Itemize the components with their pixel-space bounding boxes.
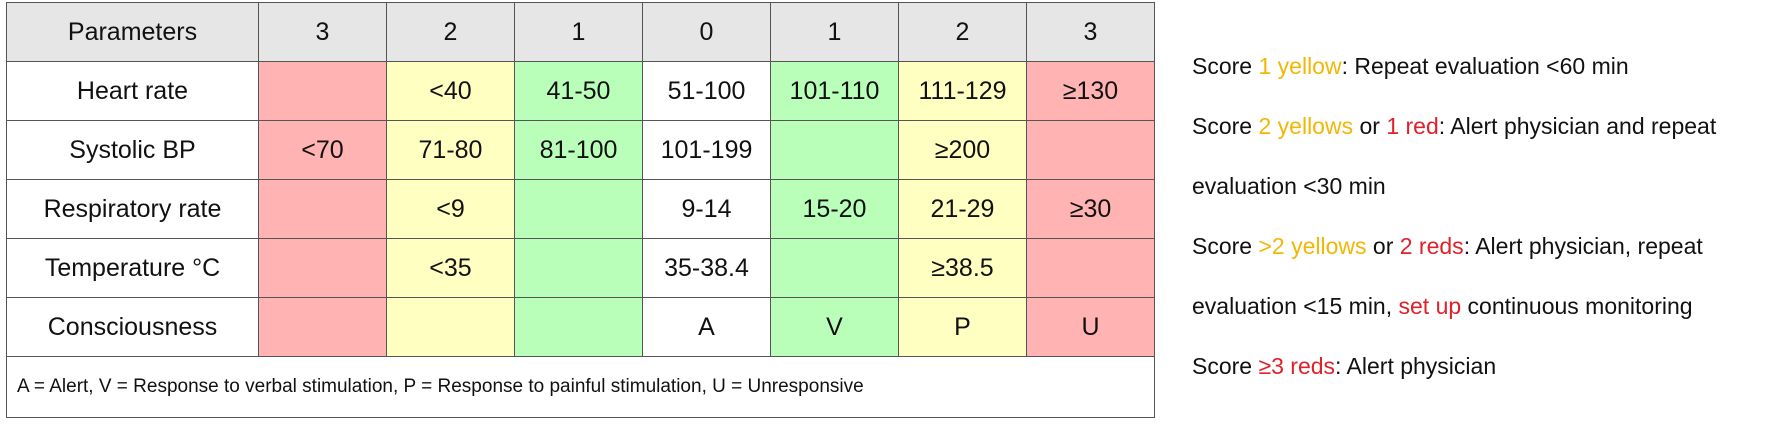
rule-text: Score	[1192, 233, 1259, 259]
rule-text: >2 yellows	[1258, 233, 1367, 259]
table-row: Heart rate <40 41-50 51-100 101-110 111-129 ≥1…	[6, 61, 1155, 121]
empty-cell	[1026, 120, 1155, 180]
table-row: Temperature °C <35 35-38.4 ≥38.5	[6, 238, 1155, 298]
table-cell: 71-80	[386, 120, 515, 180]
row-label: Consciousness	[6, 297, 259, 357]
rule-text: set up	[1398, 293, 1462, 319]
empty-cell	[514, 238, 643, 298]
header-cell: 3	[258, 2, 387, 62]
empty-cell	[770, 238, 899, 298]
early-warning-table: Parameters 3 2 1 0 1 2 3 Heart rate <40 41-50 51-10…	[6, 2, 1155, 418]
rule-text: Score	[1192, 113, 1259, 139]
header-cell: Parameters	[6, 2, 259, 62]
empty-cell	[514, 179, 643, 239]
table-cell: 51-100	[642, 61, 771, 121]
header-cell: 3	[1026, 2, 1155, 62]
table-row: Respiratory rate <9 9-14 15-20 21-29 ≥30	[6, 179, 1155, 239]
rule-text: : Alert physician	[1335, 353, 1497, 379]
score-rules: Score 1 yellow: Repeat evaluation <60 mi…	[1192, 36, 1770, 396]
table-cell: 81-100	[514, 120, 643, 180]
table-cell: <70	[258, 120, 387, 180]
rule-text: 1 yellow	[1258, 53, 1342, 79]
table-cell: 101-110	[770, 61, 899, 121]
table-cell: A	[642, 297, 771, 357]
table-cell: ≥200	[898, 120, 1027, 180]
table-row: Systolic BP <70 71-80 81-100 101-199 ≥200	[6, 120, 1155, 180]
table-cell: <40	[386, 61, 515, 121]
table-cell: ≥30	[1026, 179, 1155, 239]
empty-cell	[258, 61, 387, 121]
rule-text: Score	[1192, 353, 1259, 379]
row-label: Heart rate	[6, 61, 259, 121]
header-cell: 0	[642, 2, 771, 62]
header-cell: 2	[386, 2, 515, 62]
row-label: Systolic BP	[6, 120, 259, 180]
rule: Score ≥3 reds: Alert physician	[1192, 336, 1770, 396]
table-cell: ≥130	[1026, 61, 1155, 121]
rule-text: Score	[1192, 53, 1259, 79]
empty-cell	[770, 120, 899, 180]
table-cell: 41-50	[514, 61, 643, 121]
table-row: Consciousness A V P U	[6, 297, 1155, 357]
rule-text: 2 reds	[1399, 233, 1464, 259]
rule-text: 1 red	[1386, 113, 1439, 139]
empty-cell	[514, 297, 643, 357]
table-cell: 15-20	[770, 179, 899, 239]
table-cell: 101-199	[642, 120, 771, 180]
empty-cell	[258, 179, 387, 239]
rule: Score 2 yellows or 1 red: Alert physicia…	[1192, 96, 1770, 216]
empty-cell	[386, 297, 515, 357]
rule-text: : Alert physician and repeat evaluation …	[1192, 113, 1717, 199]
rule-text: 2 yellows	[1258, 113, 1354, 139]
rule-text: continuous monitoring	[1461, 293, 1693, 319]
table-cell: ≥38.5	[898, 238, 1027, 298]
header-cell: 1	[770, 2, 899, 62]
header-row: Parameters 3 2 1 0 1 2 3	[6, 2, 1155, 62]
rule-text: : Alert physician, repeat evaluation <15…	[1192, 233, 1703, 319]
rule-text: or	[1366, 233, 1400, 259]
table-body: Parameters 3 2 1 0 1 2 3 Heart rate <40 41-50 51-10…	[6, 2, 1155, 418]
empty-cell	[258, 238, 387, 298]
table-cell: V	[770, 297, 899, 357]
table-cell: P	[898, 297, 1027, 357]
table-cell: 9-14	[642, 179, 771, 239]
header-cell: 2	[898, 2, 1027, 62]
table-cell: U	[1026, 297, 1155, 357]
rule: Score >2 yellows or 2 reds: Alert physic…	[1192, 216, 1770, 336]
row-label: Temperature °C	[6, 238, 259, 298]
footnote: A = Alert, V = Response to verbal stimul…	[6, 356, 1155, 418]
table-cell: 21-29	[898, 179, 1027, 239]
table-cell: <9	[386, 179, 515, 239]
footnote-row: A = Alert, V = Response to verbal stimul…	[6, 356, 1155, 418]
empty-cell	[1026, 238, 1155, 298]
header-cell: 1	[514, 2, 643, 62]
row-label: Respiratory rate	[6, 179, 259, 239]
rule-text: or	[1353, 113, 1387, 139]
rule-text: ≥3 reds	[1258, 353, 1336, 379]
table-cell: 35-38.4	[642, 238, 771, 298]
rule-text: : Repeat evaluation <60 min	[1341, 53, 1629, 79]
rule: Score 1 yellow: Repeat evaluation <60 mi…	[1192, 36, 1770, 96]
table-cell: 111-129	[898, 61, 1027, 121]
empty-cell	[258, 297, 387, 357]
table-cell: <35	[386, 238, 515, 298]
